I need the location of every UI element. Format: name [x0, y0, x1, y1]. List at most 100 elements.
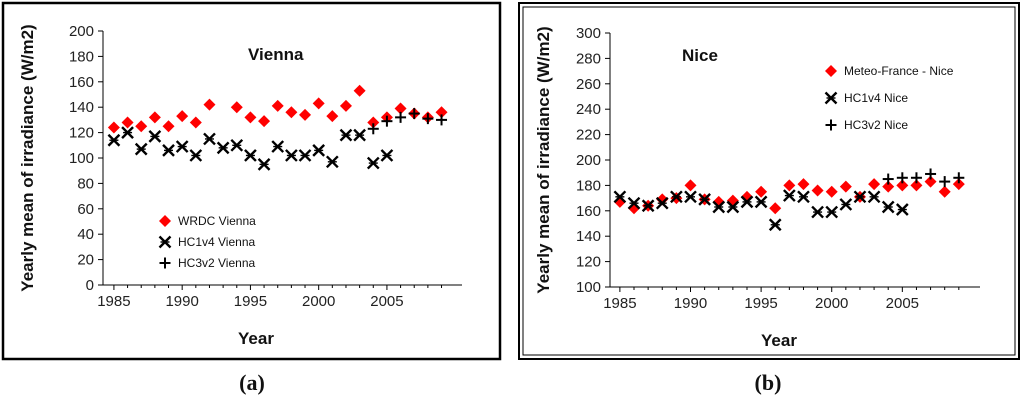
chart-1-point-meteo-france-nice-2008	[938, 185, 951, 198]
chart-0-point-wrdc-vienna-1991	[189, 116, 202, 129]
chart-0-xtick-label-2000: 2000	[302, 293, 335, 310]
chart-0-xtick-label-1985: 1985	[97, 293, 130, 310]
chart-0-point-wrdc-vienna-1997	[271, 99, 284, 112]
chart-1-point-hc1v4-nice-1999	[811, 205, 824, 219]
chart-0-point-hc1v4-vienna-2002	[339, 128, 353, 142]
chart-1-point-meteo-france-nice-2003	[868, 178, 881, 191]
chart-1-ytick-label-100: 100	[576, 279, 601, 296]
chart-0-point-hc1v4-vienna-1996	[257, 158, 271, 171]
chart-0-point-wrdc-vienna-1988	[148, 111, 161, 124]
chart-1-point-hc1v4-nice-2001	[839, 198, 853, 211]
chart-0-ytick-label-40: 40	[77, 226, 94, 243]
chart-1-ytick-label-160: 160	[576, 203, 601, 220]
chart-1-point-meteo-france-nice-1996	[769, 202, 782, 215]
chart-0-point-hc3v2-vienna-2007	[408, 108, 420, 120]
chart-1-ytick-label-220: 220	[576, 127, 601, 144]
chart-1-legend-label-hc1v4-nice: HC1v4 Nice	[844, 91, 908, 105]
chart-0-point-wrdc-vienna-1987	[135, 120, 148, 133]
chart-1-point-hc1v4-nice-2002	[853, 190, 867, 204]
chart-1-point-hc3v2-nice-2007	[925, 168, 937, 180]
chart-1-xtick-label-1990: 1990	[674, 295, 707, 312]
chart-1-point-hc1v4-nice-1986	[627, 196, 641, 210]
chart-1-point-meteo-france-nice-2004	[882, 180, 895, 193]
chart-0-point-hc3v2-vienna-2004	[367, 123, 379, 135]
chart-0-point-hc1v4-vienna-2004	[366, 156, 380, 170]
chart-0-point-hc1v4-vienna-1988	[148, 130, 162, 143]
chart-1-point-hc3v2-nice-2004	[882, 173, 894, 185]
chart-0-point-wrdc-vienna-1985	[107, 121, 120, 134]
chart-1-point-meteo-france-nice-2007	[924, 175, 937, 188]
chart-0-point-hc1v4-vienna-2005	[380, 149, 394, 162]
chart-1-point-hc3v2-nice-2005	[896, 172, 908, 184]
chart-0-point-hc3v2-vienna-2009	[436, 114, 448, 126]
chart-0-legend-label-hc3v2-vienna: HC3v2 Vienna	[178, 256, 255, 270]
chart-0-point-wrdc-vienna-1989	[162, 120, 175, 133]
chart-0-legend-label-wrdc-vienna: WRDC Vienna	[178, 214, 256, 228]
chart-1-point-meteo-france-nice-1988	[656, 193, 669, 206]
chart-1-ytick-label-140: 140	[576, 228, 601, 245]
chart-0-point-wrdc-vienna-1998	[285, 106, 298, 119]
chart-0-legend-marker-hc3v2-vienna	[159, 257, 171, 269]
chart-1-point-hc1v4-nice-1992	[712, 200, 726, 214]
chart-0-point-hc1v4-vienna-2001	[325, 155, 339, 169]
chart-0-legend-marker-wrdc-vienna	[159, 215, 171, 227]
chart-1-ytick-label-260: 260	[576, 76, 601, 93]
chart-1-point-meteo-france-nice-2006	[910, 179, 923, 192]
chart-1-point-hc1v4-nice-1991	[698, 193, 711, 206]
chart-0-point-wrdc-vienna-2004	[367, 116, 380, 129]
chart-0-point-hc1v4-vienna-2003	[353, 128, 366, 142]
chart-1-legend-marker-meteo-france-nice	[825, 65, 837, 77]
chart-0-ytick-label-180: 180	[69, 48, 94, 65]
chart-1-point-meteo-france-nice-2000	[825, 185, 838, 198]
chart-0-point-wrdc-vienna-2001	[326, 110, 339, 123]
chart-0-xtick-label-1995: 1995	[234, 293, 267, 310]
chart-1-legend-marker-hc1v4-nice	[824, 91, 838, 105]
chart-0-ytick-label-0: 0	[86, 277, 94, 294]
chart-0-y-axis-label: Yearly mean of irradiance (W/m2)	[18, 24, 37, 291]
chart-1-point-hc1v4-nice-2005	[895, 203, 909, 216]
chart-0-point-hc1v4-vienna-1986	[121, 126, 134, 139]
chart-0-ytick-label-20: 20	[77, 252, 94, 269]
chart-0-point-wrdc-vienna-1999	[299, 108, 312, 121]
chart-1-point-hc3v2-nice-2006	[910, 172, 922, 184]
chart-1-point-meteo-france-nice-1995	[755, 185, 768, 198]
chart-0-point-wrdc-vienna-2000	[312, 97, 325, 110]
chart-1-point-hc1v4-nice-1987	[641, 199, 655, 213]
chart-1-point-hc1v4-nice-1993	[726, 200, 740, 214]
chart-0-point-hc1v4-vienna-2000	[312, 144, 326, 157]
chart-0-ytick-label-80: 80	[77, 175, 94, 192]
chart-1-legend-label-meteo-france-nice: Meteo-France - Nice	[844, 64, 954, 78]
chart-0-ytick-label-200: 200	[69, 23, 94, 40]
chart-0-point-hc3v2-vienna-2006	[395, 111, 407, 123]
caption-b: (b)	[755, 370, 782, 395]
chart-1-x-axis-label: Year	[761, 331, 797, 350]
chart-0-point-hc1v4-vienna-1989	[162, 144, 175, 157]
chart-1-ytick-label-240: 240	[576, 101, 601, 118]
chart-1-point-hc1v4-nice-1989	[670, 190, 683, 204]
chart-1-point-hc1v4-nice-2000	[825, 205, 839, 219]
chart-0-point-wrdc-vienna-2006	[394, 102, 407, 115]
panel-a-frame	[1, 1, 502, 361]
chart-1-point-hc3v2-nice-2009	[953, 172, 965, 184]
chart-0-point-wrdc-vienna-2009	[435, 106, 448, 119]
chart-0-point-hc1v4-vienna-1998	[285, 149, 298, 162]
chart-0-point-hc1v4-vienna-1995	[244, 149, 257, 162]
chart-0-point-hc1v4-vienna-1997	[271, 140, 285, 153]
chart-1-point-hc1v4-nice-1997	[783, 189, 796, 202]
chart-1-ytick-label-180: 180	[576, 177, 601, 194]
chart-1-point-hc1v4-nice-2003	[867, 190, 881, 204]
chart-0-title: Vienna	[248, 45, 304, 64]
chart-0-point-hc3v2-vienna-2005	[381, 115, 393, 127]
chart-0-ytick-label-160: 160	[69, 74, 94, 91]
chart-1-series-hc1v4-nice	[613, 189, 909, 232]
chart-1-title: Nice	[682, 46, 718, 65]
chart-1-point-hc3v2-nice-2008	[939, 176, 951, 188]
chart-vienna: 0 20 40 60 80 100 120 140 160 180 200 1985 1990 1995 2…	[18, 23, 462, 348]
chart-0-point-wrdc-vienna-1994	[230, 101, 243, 114]
chart-0-point-wrdc-vienna-1995	[244, 111, 257, 124]
chart-1-point-hc1v4-nice-1998	[797, 190, 810, 204]
chart-1-point-hc1v4-nice-1985	[613, 190, 627, 204]
chart-0-x-axis-label: Year	[238, 329, 274, 348]
chart-1-ytick-label-200: 200	[576, 152, 601, 169]
